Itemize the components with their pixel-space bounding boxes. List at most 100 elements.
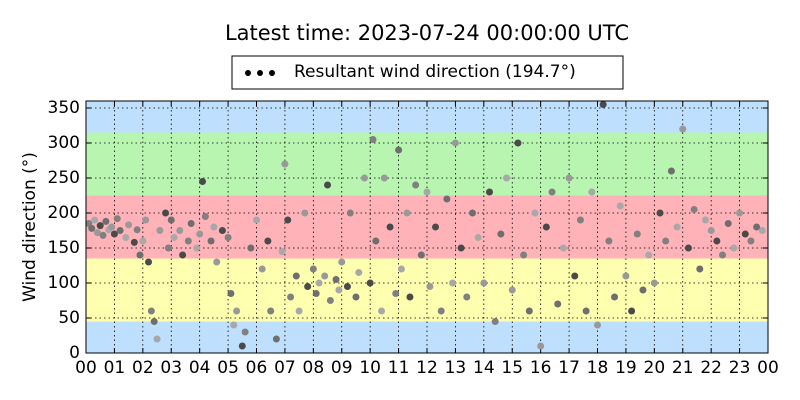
- data-point: [207, 237, 215, 245]
- data-point: [730, 244, 738, 252]
- data-point: [93, 229, 101, 237]
- data-point: [156, 227, 164, 234]
- data-point: [372, 237, 380, 245]
- data-point: [724, 220, 732, 227]
- data-point: [645, 251, 653, 259]
- data-point: [633, 230, 641, 238]
- x-tick-label: 19: [615, 358, 637, 378]
- data-point: [258, 265, 266, 273]
- data-point: [753, 223, 761, 231]
- x-tick-label: 03: [160, 358, 182, 378]
- data-point: [719, 251, 727, 259]
- legend-box: [231, 55, 624, 90]
- data-point: [406, 293, 414, 301]
- data-point: [130, 238, 138, 246]
- data-point: [304, 283, 312, 290]
- y-tick-label: 350: [48, 98, 80, 118]
- data-point: [338, 258, 346, 266]
- data-point: [386, 223, 394, 231]
- legend-marker: [245, 70, 251, 76]
- data-point: [426, 283, 434, 290]
- data-point: [366, 279, 374, 287]
- data-point: [335, 286, 343, 294]
- data-point: [594, 321, 601, 329]
- x-tick-label: 08: [303, 358, 325, 378]
- data-point: [91, 216, 99, 224]
- x-tick-label: 15: [501, 358, 523, 378]
- data-point: [576, 216, 584, 224]
- data-point: [474, 234, 482, 241]
- x-tick-label: 13: [445, 358, 467, 378]
- data-point: [326, 297, 334, 304]
- data-point: [88, 224, 96, 232]
- x-tick-label: 22: [700, 358, 722, 378]
- data-point: [662, 237, 670, 245]
- data-point: [113, 215, 121, 223]
- data-point: [324, 181, 332, 189]
- data-point: [218, 227, 226, 234]
- data-point: [281, 160, 289, 168]
- x-tick-label: 16: [530, 358, 552, 378]
- x-tick-label: 18: [587, 358, 609, 378]
- data-point: [605, 237, 613, 245]
- data-point: [162, 209, 170, 217]
- data-point: [696, 265, 704, 273]
- data-point: [292, 272, 300, 280]
- data-point: [133, 226, 141, 234]
- data-point: [525, 307, 533, 315]
- data-point: [736, 209, 744, 217]
- data-point: [332, 276, 340, 283]
- data-point: [139, 237, 147, 245]
- data-point: [548, 188, 556, 196]
- data-point: [352, 293, 360, 301]
- data-point: [503, 174, 511, 182]
- data-point: [588, 188, 596, 196]
- data-point: [380, 174, 388, 182]
- x-tick-label: 02: [132, 358, 154, 378]
- data-point: [369, 136, 377, 143]
- data-point: [238, 342, 246, 350]
- y-tick-label: 50: [58, 308, 80, 328]
- data-point: [179, 251, 187, 259]
- legend-marker: [257, 70, 263, 76]
- plot-frame: [85, 100, 769, 354]
- data-point: [187, 220, 195, 227]
- data-point: [392, 290, 400, 297]
- data-point: [96, 222, 104, 230]
- data-point: [423, 188, 431, 196]
- data-point: [480, 279, 488, 287]
- data-point: [199, 178, 207, 185]
- data-point: [684, 244, 692, 252]
- x-tick-label: 01: [104, 358, 126, 378]
- data-point: [514, 139, 522, 147]
- data-point: [457, 244, 465, 252]
- data-point: [432, 223, 440, 231]
- data-point: [412, 181, 420, 189]
- data-point: [395, 146, 403, 154]
- data-point: [355, 269, 363, 276]
- data-point: [167, 216, 175, 224]
- data-point: [267, 307, 275, 315]
- data-point: [616, 202, 624, 210]
- x-tick-label: 00: [75, 358, 97, 378]
- data-point: [701, 216, 709, 224]
- y-tick-label: 150: [48, 238, 80, 258]
- x-tick-label: 14: [473, 358, 495, 378]
- data-point: [565, 174, 573, 182]
- x-tick-label: 20: [644, 358, 666, 378]
- data-point: [309, 265, 317, 273]
- data-point: [741, 230, 749, 238]
- data-point: [468, 209, 476, 217]
- data-point: [224, 234, 232, 241]
- data-point: [346, 209, 354, 217]
- chart-title: Latest time: 2023-07-24 00:00:00 UTC: [225, 21, 629, 45]
- data-point: [230, 321, 238, 329]
- data-point: [622, 272, 630, 280]
- data-point: [628, 307, 636, 315]
- data-point: [301, 209, 309, 217]
- x-tick-label: 06: [246, 358, 268, 378]
- y-tick-label: 200: [48, 203, 80, 223]
- data-point: [321, 272, 329, 280]
- data-point: [110, 230, 118, 238]
